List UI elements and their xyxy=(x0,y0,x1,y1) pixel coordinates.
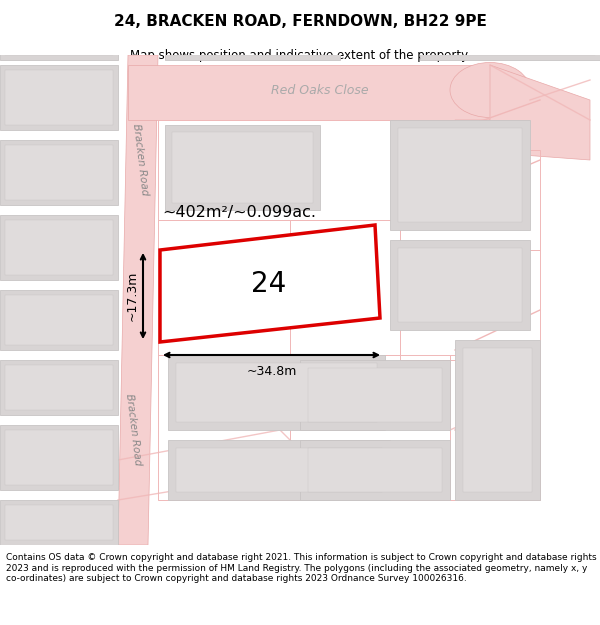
Polygon shape xyxy=(463,348,532,492)
Polygon shape xyxy=(5,145,113,200)
Polygon shape xyxy=(0,0,118,60)
Polygon shape xyxy=(160,225,380,342)
Polygon shape xyxy=(5,430,113,485)
Polygon shape xyxy=(390,240,530,330)
Text: Red Oaks Close: Red Oaks Close xyxy=(271,84,369,96)
Polygon shape xyxy=(425,5,595,55)
Polygon shape xyxy=(308,368,442,422)
Text: ~34.8m: ~34.8m xyxy=(247,365,296,378)
Polygon shape xyxy=(0,360,118,415)
Text: Map shows position and indicative extent of the property.: Map shows position and indicative extent… xyxy=(130,49,470,62)
Polygon shape xyxy=(5,70,113,125)
Polygon shape xyxy=(176,363,377,422)
Polygon shape xyxy=(308,448,442,492)
Polygon shape xyxy=(0,425,118,490)
Polygon shape xyxy=(455,340,540,500)
Polygon shape xyxy=(165,125,320,210)
Polygon shape xyxy=(455,65,590,160)
Ellipse shape xyxy=(450,62,530,118)
Polygon shape xyxy=(5,5,113,55)
Polygon shape xyxy=(398,128,522,222)
Polygon shape xyxy=(0,65,118,130)
Polygon shape xyxy=(390,120,530,230)
Polygon shape xyxy=(0,500,118,545)
Polygon shape xyxy=(5,295,113,345)
Polygon shape xyxy=(398,248,522,322)
Text: Bracken Road: Bracken Road xyxy=(131,124,149,196)
Polygon shape xyxy=(168,440,390,500)
Polygon shape xyxy=(165,0,340,60)
Text: ~17.3m: ~17.3m xyxy=(126,271,139,321)
Polygon shape xyxy=(176,448,382,492)
Polygon shape xyxy=(172,132,313,203)
Polygon shape xyxy=(0,140,118,205)
Polygon shape xyxy=(128,65,490,120)
Text: Contains OS data © Crown copyright and database right 2021. This information is : Contains OS data © Crown copyright and d… xyxy=(6,553,596,583)
Polygon shape xyxy=(0,215,118,280)
Polygon shape xyxy=(5,365,113,410)
Polygon shape xyxy=(5,220,113,275)
Text: 24, BRACKEN ROAD, FERNDOWN, BH22 9PE: 24, BRACKEN ROAD, FERNDOWN, BH22 9PE xyxy=(113,14,487,29)
Polygon shape xyxy=(168,355,385,430)
Text: 24: 24 xyxy=(251,270,286,298)
Polygon shape xyxy=(170,5,335,55)
Polygon shape xyxy=(0,290,118,350)
Polygon shape xyxy=(300,360,450,430)
Polygon shape xyxy=(300,440,450,500)
Polygon shape xyxy=(5,505,113,540)
Polygon shape xyxy=(118,55,158,545)
Text: ~402m²/~0.099ac.: ~402m²/~0.099ac. xyxy=(162,205,316,220)
Polygon shape xyxy=(420,0,600,60)
Text: Bracken Road: Bracken Road xyxy=(124,394,142,466)
